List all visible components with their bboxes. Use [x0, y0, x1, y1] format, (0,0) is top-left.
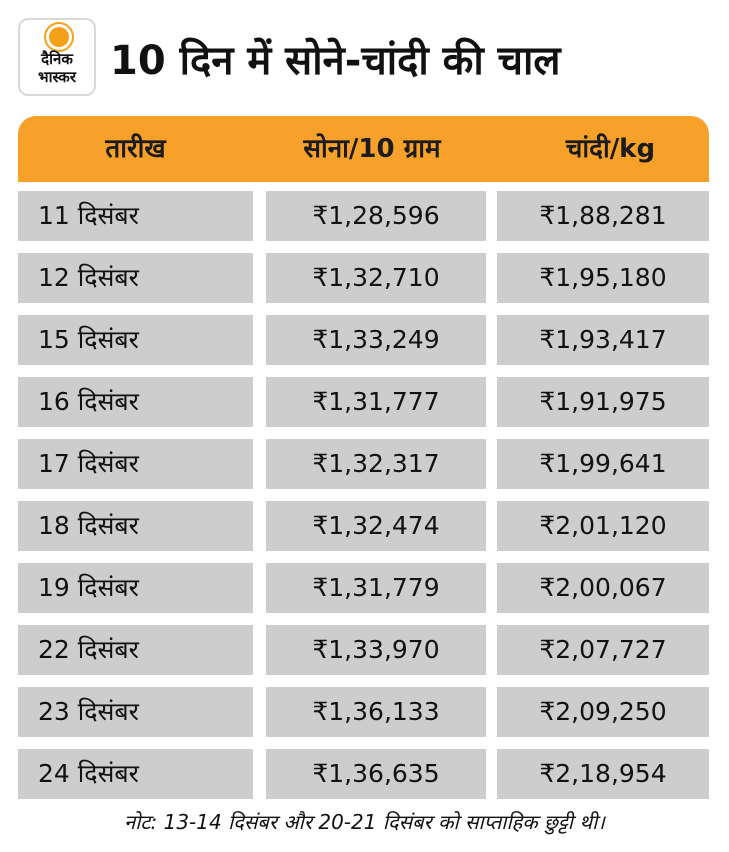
date-cell: 17 दिसंबर [18, 439, 253, 489]
gold-price-cell: ₹1,31,779 [266, 563, 486, 613]
gold-price-cell: ₹1,32,474 [266, 501, 486, 551]
silver-price-cell: ₹2,01,120 [497, 501, 709, 551]
silver-price-cell: ₹1,88,281 [497, 191, 709, 241]
gold-price-cell: ₹1,28,596 [266, 191, 486, 241]
table-row: 12 दिसंबर ₹1,32,710 ₹1,95,180 [18, 253, 709, 303]
header-silver: चांदी/kg [565, 134, 656, 164]
sun-icon [49, 27, 69, 47]
date-cell: 15 दिसंबर [18, 315, 253, 365]
silver-price-cell: ₹1,95,180 [497, 253, 709, 303]
silver-price-cell: ₹1,91,975 [497, 377, 709, 427]
dainik-bhaskar-logo: दैनिक भास्कर [18, 18, 96, 96]
silver-price-cell: ₹1,99,641 [497, 439, 709, 489]
logo-line-1: दैनिक [41, 50, 73, 68]
silver-price-cell: ₹2,07,727 [497, 625, 709, 675]
table-row: 15 दिसंबर ₹1,33,249 ₹1,93,417 [18, 315, 709, 365]
date-cell: 11 दिसंबर [18, 191, 253, 241]
date-cell: 23 दिसंबर [18, 687, 253, 737]
table-row: 23 दिसंबर ₹1,36,133 ₹2,09,250 [18, 687, 709, 737]
gold-price-cell: ₹1,33,970 [266, 625, 486, 675]
table-row: 22 दिसंबर ₹1,33,970 ₹2,07,727 [18, 625, 709, 675]
date-cell: 12 दिसंबर [18, 253, 253, 303]
logo-line-2: भास्कर [38, 68, 76, 86]
silver-price-cell: ₹2,18,954 [497, 749, 709, 799]
table-row: 16 दिसंबर ₹1,31,777 ₹1,91,975 [18, 377, 709, 427]
date-cell: 16 दिसंबर [18, 377, 253, 427]
date-cell: 18 दिसंबर [18, 501, 253, 551]
gold-price-cell: ₹1,33,249 [266, 315, 486, 365]
date-cell: 22 दिसंबर [18, 625, 253, 675]
gold-price-cell: ₹1,32,317 [266, 439, 486, 489]
silver-price-cell: ₹2,00,067 [497, 563, 709, 613]
page-title: 10 दिन में सोने-चांदी की चाल [110, 37, 561, 84]
table-row: 24 दिसंबर ₹1,36,635 ₹2,18,954 [18, 749, 709, 799]
silver-price-cell: ₹2,09,250 [497, 687, 709, 737]
table-header: तारीख सोना/10 ग्राम चांदी/kg [18, 116, 709, 182]
table-body: 11 दिसंबर ₹1,28,596 ₹1,88,281 12 दिसंबर … [18, 191, 709, 811]
date-cell: 24 दिसंबर [18, 749, 253, 799]
table-row: 19 दिसंबर ₹1,31,779 ₹2,00,067 [18, 563, 709, 613]
date-cell: 19 दिसंबर [18, 563, 253, 613]
header-date: तारीख [105, 134, 166, 164]
gold-price-cell: ₹1,36,133 [266, 687, 486, 737]
silver-price-cell: ₹1,93,417 [497, 315, 709, 365]
table-row: 17 दिसंबर ₹1,32,317 ₹1,99,641 [18, 439, 709, 489]
table-row: 11 दिसंबर ₹1,28,596 ₹1,88,281 [18, 191, 709, 241]
table-row: 18 दिसंबर ₹1,32,474 ₹2,01,120 [18, 501, 709, 551]
gold-price-cell: ₹1,36,635 [266, 749, 486, 799]
gold-price-cell: ₹1,31,777 [266, 377, 486, 427]
header-gold: सोना/10 ग्राम [303, 134, 441, 164]
gold-price-cell: ₹1,32,710 [266, 253, 486, 303]
footnote: नोट: 13-14 दिसंबर और 20-21 दिसंबर को साप… [124, 810, 605, 834]
